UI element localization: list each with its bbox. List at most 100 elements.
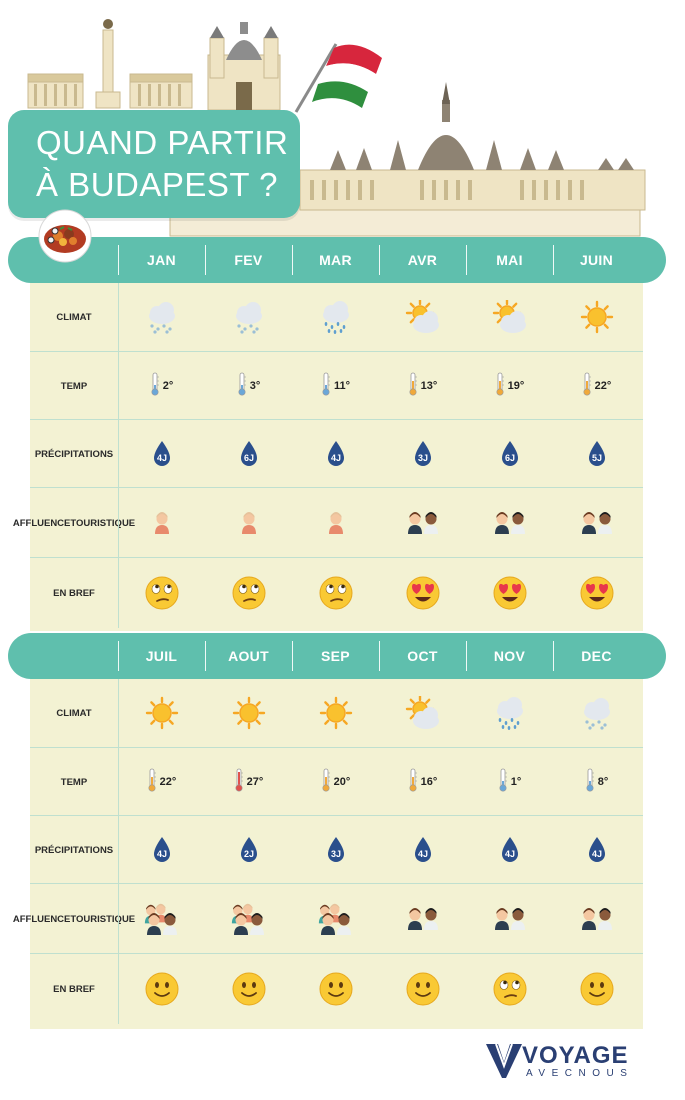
two-people-icon — [379, 488, 466, 558]
month-header: FEV — [234, 252, 263, 268]
temperature-cell: 8° — [553, 748, 640, 816]
thermometer-icon — [582, 372, 592, 401]
sun-icon — [118, 679, 205, 747]
temperature-cell: 20° — [292, 748, 379, 816]
column-divider — [118, 816, 119, 884]
row-precip: PRÉCIPITATIONS 4J 6J 4J 3J 6J 5J — [30, 419, 643, 488]
month-header: JUIN — [579, 252, 614, 268]
precip-days-text: 4J — [156, 453, 166, 463]
column-divider — [118, 488, 119, 558]
brand-tagline: AVECNOUS — [526, 1068, 634, 1079]
month-header: NOV — [493, 648, 526, 664]
rolling-eyes-face-icon — [118, 558, 205, 628]
thermometer-icon — [237, 372, 247, 401]
precip-days-text: 6J — [243, 453, 253, 463]
column-divider — [118, 954, 119, 1024]
row-precip: PRÉCIPITATIONS 4J 2J 3J 4J 4J 4J — [30, 815, 643, 884]
temperature-cell: 11° — [292, 352, 379, 420]
rain-drop-icon: 4J — [118, 816, 205, 884]
column-divider — [118, 884, 119, 954]
rain-drop-icon: 4J — [292, 420, 379, 488]
temperature-value: 13° — [420, 380, 438, 392]
thermometer-icon — [408, 768, 418, 797]
precip-days-text: 6J — [504, 453, 514, 463]
precip-days-text: 4J — [504, 849, 514, 859]
heart-eyes-face-icon — [553, 558, 640, 628]
thermometer-icon — [147, 768, 157, 797]
month-header: OCT — [407, 648, 438, 664]
temperature-cell: 1° — [466, 748, 553, 816]
temperature-value: 3° — [249, 380, 261, 392]
row-label-affluence: AFFLUENCE TOURISTIQUE — [13, 488, 135, 558]
row-label-line: TOURISTIQUE — [70, 913, 136, 925]
temperature-cell: 2° — [118, 352, 205, 420]
month-separator — [466, 641, 467, 671]
month-header: AVR — [407, 252, 438, 268]
sun-icon — [205, 679, 292, 747]
single-person-icon — [118, 488, 205, 558]
rain-drop-icon: 4J — [379, 816, 466, 884]
row-label-temp: TEMP — [60, 380, 88, 392]
rain-drop-icon: 3J — [292, 816, 379, 884]
sun-cloud-icon — [379, 283, 466, 351]
snow-cloud-icon — [205, 283, 292, 351]
precip-days-text: 3J — [330, 849, 340, 859]
temperature-cell: 27° — [205, 748, 292, 816]
month-separator — [379, 245, 380, 275]
budapest-skyline-illustration — [27, 19, 646, 237]
temperature-value: 22° — [159, 776, 177, 788]
month-separator — [292, 245, 293, 275]
thermometer-icon — [234, 768, 244, 797]
rain-cloud-icon — [466, 679, 553, 747]
smile-face-icon — [205, 954, 292, 1024]
thermometer-icon — [321, 372, 331, 401]
two-people-icon — [466, 884, 553, 954]
column-divider — [118, 283, 119, 351]
row-label-line: TOURISTIQUE — [70, 517, 136, 529]
row-affluence: AFFLUENCE TOURISTIQUE — [13, 883, 643, 954]
temperature-value: 27° — [246, 776, 264, 788]
month-bar-2: JUIL AOUT SEP OCT NOV DEC — [8, 633, 666, 679]
row-label-climat: CLIMAT — [56, 311, 92, 323]
table-section-2: CLIMAT TEMP 22° 27° 20° 16° 1° 8° PRÉCIPITATIONS… — [13, 679, 643, 1029]
month-header: AOUT — [228, 648, 269, 664]
month-separator — [292, 641, 293, 671]
snow-cloud-icon — [553, 679, 640, 747]
thermometer-icon — [585, 768, 595, 797]
table-section-1: CLIMAT TEMP 2° 3° 11° 13° 19° 22° PRÉCIPITATIONS… — [13, 283, 643, 631]
two-people-icon — [553, 488, 640, 558]
precip-days-text: 4J — [156, 849, 166, 859]
row-label-line: AFFLUENCE — [12, 517, 71, 529]
temperature-cell: 16° — [379, 748, 466, 816]
temperature-value: 19° — [507, 380, 525, 392]
single-person-icon — [292, 488, 379, 558]
rain-drop-icon: 5J — [553, 420, 640, 488]
sun-icon — [553, 283, 640, 351]
row-temp: TEMP 2° 3° 11° 13° 19° 22° — [30, 351, 643, 420]
crowd-icon — [292, 884, 379, 954]
two-people-icon — [466, 488, 553, 558]
smile-face-icon — [553, 954, 640, 1024]
rain-drop-icon: 3J — [379, 420, 466, 488]
smile-face-icon — [118, 954, 205, 1024]
month-header: MAI — [496, 252, 523, 268]
precip-days-text: 5J — [591, 453, 601, 463]
snow-cloud-icon — [118, 283, 205, 351]
temperature-value: 11° — [333, 380, 351, 392]
precip-days-text: 4J — [417, 849, 427, 859]
temperature-cell: 22° — [118, 748, 205, 816]
month-separator — [205, 641, 206, 671]
row-label-affluence: AFFLUENCE TOURISTIQUE — [13, 884, 135, 954]
row-label-bref: EN BREF — [53, 587, 95, 599]
month-separator — [466, 245, 467, 275]
crowd-icon — [118, 884, 205, 954]
single-person-icon — [205, 488, 292, 558]
rain-drop-icon: 4J — [466, 816, 553, 884]
thermometer-icon — [321, 768, 331, 797]
column-divider — [118, 748, 119, 816]
row-label-temp: TEMP — [60, 776, 88, 788]
temperature-cell: 3° — [205, 352, 292, 420]
row-bref: EN BREF — [30, 557, 643, 628]
month-separator — [379, 641, 380, 671]
sun-icon — [292, 679, 379, 747]
